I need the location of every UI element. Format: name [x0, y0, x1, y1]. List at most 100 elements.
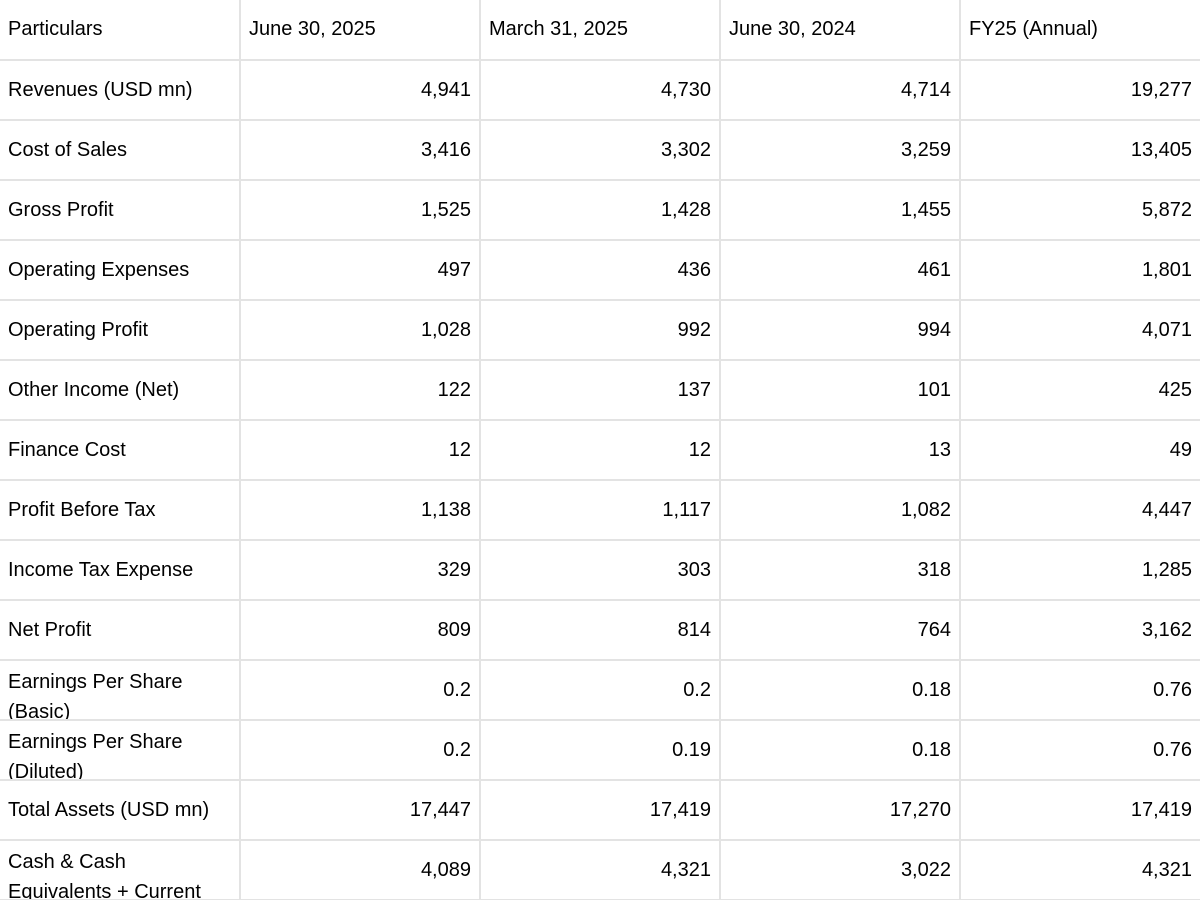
row-label-text: Other Income (Net) — [8, 379, 180, 401]
row-label-cell[interactable]: Earnings Per Share (Basic) — [0, 660, 241, 721]
value-cell[interactable]: 1,428 — [480, 180, 721, 241]
row-label-cell[interactable]: Operating Expenses — [0, 240, 241, 301]
row-label-cell[interactable]: Net Profit — [0, 600, 241, 661]
value-cell[interactable]: 497 — [240, 240, 481, 301]
table-row: Other Income (Net) 122 137 101 425 — [0, 360, 1200, 421]
table-row: Revenues (USD mn) 4,941 4,730 4,714 19,277 — [0, 60, 1200, 121]
row-label-cell[interactable]: Profit Before Tax — [0, 480, 241, 541]
value-cell[interactable]: 1,138 — [240, 480, 481, 541]
value-cell[interactable]: 3,022 — [720, 840, 961, 900]
value-cell[interactable]: 17,270 — [720, 780, 961, 841]
value-cell[interactable]: 13 — [720, 420, 961, 481]
value-cell[interactable]: 4,071 — [960, 300, 1200, 361]
value-cell[interactable]: 1,285 — [960, 540, 1200, 601]
table-row: Profit Before Tax 1,138 1,117 1,082 4,447 — [0, 480, 1200, 541]
value-cell[interactable]: 0.2 — [240, 720, 481, 781]
row-label-text: Finance Cost — [8, 439, 126, 461]
value-cell[interactable]: 3,416 — [240, 120, 481, 181]
value-cell[interactable]: 461 — [720, 240, 961, 301]
row-label-text: Gross Profit — [8, 199, 114, 221]
row-label-cell[interactable]: Cost of Sales — [0, 120, 241, 181]
row-label-text: Cash & Cash Equivalents + Current — [8, 851, 201, 899]
value-cell[interactable]: 122 — [240, 360, 481, 421]
value-cell[interactable]: 3,162 — [960, 600, 1200, 661]
value-cell[interactable]: 1,455 — [720, 180, 961, 241]
value-cell[interactable]: 1,082 — [720, 480, 961, 541]
value-cell[interactable]: 1,525 — [240, 180, 481, 241]
value-cell[interactable]: 329 — [240, 540, 481, 601]
value-cell[interactable]: 992 — [480, 300, 721, 361]
value-cell[interactable]: 0.18 — [720, 720, 961, 781]
row-label-text: Profit Before Tax — [8, 499, 156, 521]
row-label-cell[interactable]: Cash & Cash Equivalents + Current — [0, 840, 241, 900]
row-label-cell[interactable]: Income Tax Expense — [0, 540, 241, 601]
table-row: Income Tax Expense 329 303 318 1,285 — [0, 540, 1200, 601]
value-cell[interactable]: 425 — [960, 360, 1200, 421]
value-cell[interactable]: 12 — [240, 420, 481, 481]
value-cell[interactable]: 4,321 — [960, 840, 1200, 900]
row-label-text: Net Profit — [8, 619, 92, 641]
value-cell[interactable]: 17,419 — [480, 780, 721, 841]
value-cell[interactable]: 1,801 — [960, 240, 1200, 301]
value-cell[interactable]: 19,277 — [960, 60, 1200, 121]
value-cell[interactable]: 814 — [480, 600, 721, 661]
value-cell[interactable]: 436 — [480, 240, 721, 301]
value-cell[interactable]: 4,730 — [480, 60, 721, 121]
table-row: Finance Cost 12 12 13 49 — [0, 420, 1200, 481]
row-label-text: Operating Profit — [8, 319, 149, 341]
row-label-cell[interactable]: Other Income (Net) — [0, 360, 241, 421]
row-label-cell[interactable]: Earnings Per Share (Diluted) — [0, 720, 241, 781]
value-cell[interactable]: 4,447 — [960, 480, 1200, 541]
header-cell-particulars[interactable]: Particulars — [0, 0, 241, 61]
value-cell[interactable]: 303 — [480, 540, 721, 601]
value-cell[interactable]: 17,419 — [960, 780, 1200, 841]
value-cell[interactable]: 764 — [720, 600, 961, 661]
header-cell-june-30-2025[interactable]: June 30, 2025 — [240, 0, 481, 61]
value-cell[interactable]: 13,405 — [960, 120, 1200, 181]
value-cell[interactable]: 0.76 — [960, 660, 1200, 721]
value-cell[interactable]: 4,089 — [240, 840, 481, 900]
value-cell[interactable]: 12 — [480, 420, 721, 481]
row-label-cell[interactable]: Revenues (USD mn) — [0, 60, 241, 121]
value-cell[interactable]: 4,714 — [720, 60, 961, 121]
value-cell[interactable]: 5,872 — [960, 180, 1200, 241]
table-row: Net Profit 809 814 764 3,162 — [0, 600, 1200, 661]
row-label-text: Earnings Per Share (Diluted) — [8, 731, 183, 779]
value-cell[interactable]: 0.2 — [240, 660, 481, 721]
value-cell[interactable]: 994 — [720, 300, 961, 361]
value-cell[interactable]: 4,941 — [240, 60, 481, 121]
table-row: Cost of Sales 3,416 3,302 3,259 13,405 — [0, 120, 1200, 181]
row-label-cell[interactable]: Total Assets (USD mn) — [0, 780, 241, 841]
value-cell[interactable]: 4,321 — [480, 840, 721, 900]
row-label-text: Cost of Sales — [8, 139, 127, 161]
value-cell[interactable]: 1,117 — [480, 480, 721, 541]
value-cell[interactable]: 0.19 — [480, 720, 721, 781]
value-cell[interactable]: 0.76 — [960, 720, 1200, 781]
row-label-cell[interactable]: Finance Cost — [0, 420, 241, 481]
row-label-text: Revenues (USD mn) — [8, 79, 193, 101]
header-cell-march-31-2025[interactable]: March 31, 2025 — [480, 0, 721, 61]
header-cell-fy25-annual[interactable]: FY25 (Annual) — [960, 0, 1200, 61]
row-label-text: Total Assets (USD mn) — [8, 799, 210, 821]
value-cell[interactable]: 0.2 — [480, 660, 721, 721]
row-label-cell[interactable]: Gross Profit — [0, 180, 241, 241]
row-label-text: Earnings Per Share (Basic) — [8, 671, 183, 719]
header-row: Particulars June 30, 2025 March 31, 2025… — [0, 0, 1200, 61]
table-row: Total Assets (USD mn) 17,447 17,419 17,270 1… — [0, 780, 1200, 841]
value-cell[interactable]: 3,259 — [720, 120, 961, 181]
row-label-text: Income Tax Expense — [8, 559, 194, 581]
value-cell[interactable]: 0.18 — [720, 660, 961, 721]
table-row: Cash & Cash Equivalents + Current 4,089 4,… — [0, 840, 1200, 900]
header-cell-june-30-2024[interactable]: June 30, 2024 — [720, 0, 961, 61]
value-cell[interactable]: 49 — [960, 420, 1200, 481]
row-label-cell[interactable]: Operating Profit — [0, 300, 241, 361]
value-cell[interactable]: 318 — [720, 540, 961, 601]
value-cell[interactable]: 3,302 — [480, 120, 721, 181]
value-cell[interactable]: 809 — [240, 600, 481, 661]
value-cell[interactable]: 137 — [480, 360, 721, 421]
value-cell[interactable]: 1,028 — [240, 300, 481, 361]
value-cell[interactable]: 17,447 — [240, 780, 481, 841]
value-cell[interactable]: 101 — [720, 360, 961, 421]
